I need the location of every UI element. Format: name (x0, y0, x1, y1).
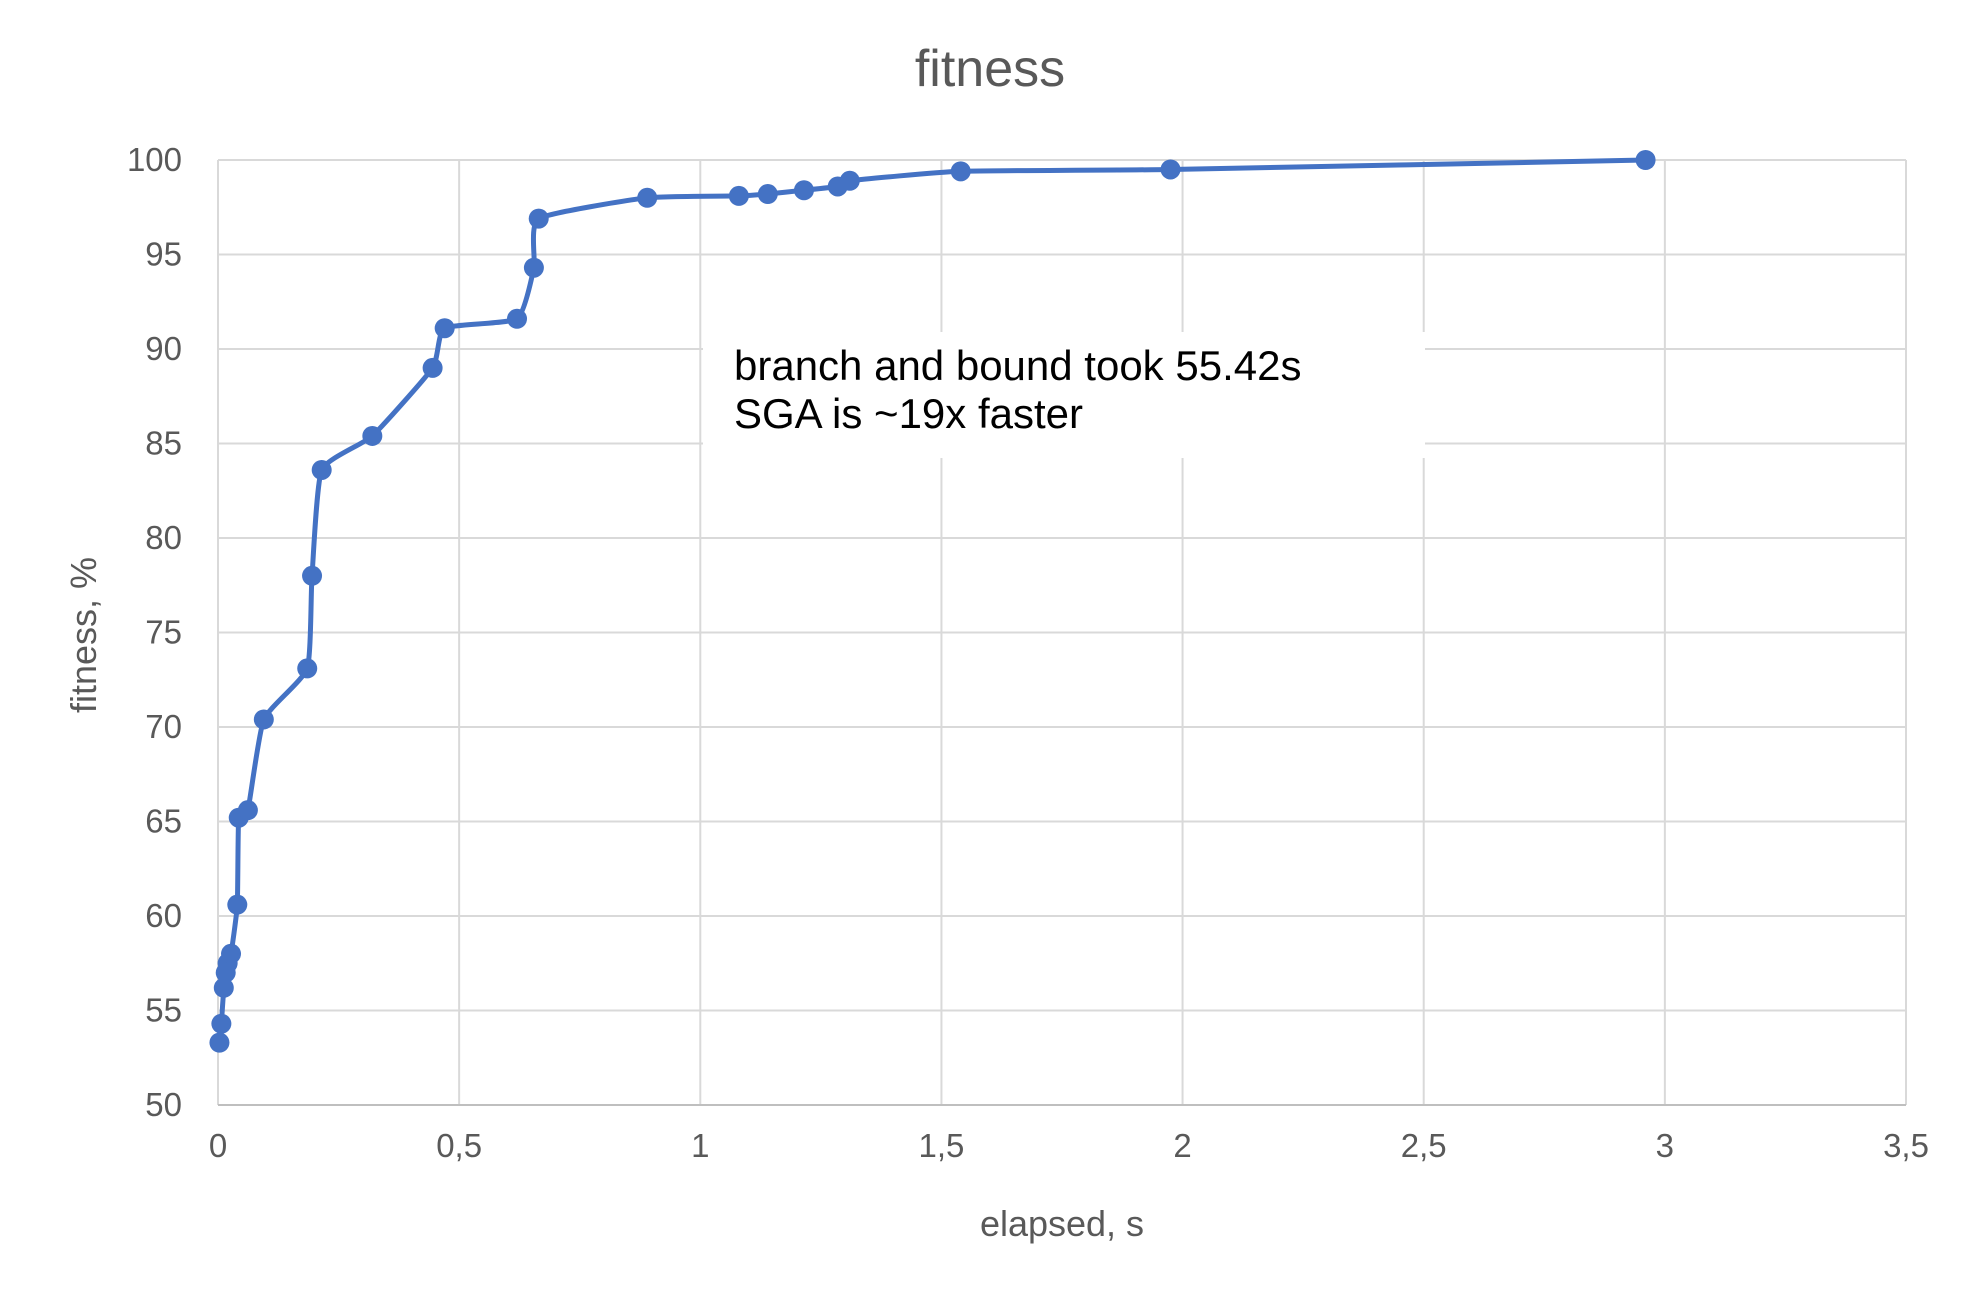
x-tick-label: 3,5 (1883, 1127, 1929, 1164)
y-tick-label: 75 (145, 614, 182, 651)
annotation-box (703, 332, 1425, 458)
data-point (507, 308, 528, 329)
data-point (227, 894, 248, 915)
data-point (297, 658, 318, 679)
series-fitness (209, 150, 1656, 1053)
y-tick-label: 65 (145, 803, 182, 840)
y-tick-label: 90 (145, 330, 182, 367)
chart-title: fitness (915, 40, 1065, 98)
data-point (302, 565, 323, 586)
data-point (793, 180, 814, 201)
data-point (209, 1032, 230, 1053)
y-tick-label: 55 (145, 992, 182, 1029)
x-tick-label: 0 (209, 1127, 227, 1164)
y-tick-label: 100 (127, 141, 182, 178)
y-tick-label: 70 (145, 708, 182, 745)
y-axis-title: fitness, % (63, 557, 104, 713)
data-point (434, 318, 455, 339)
data-point (523, 257, 544, 278)
data-point (1160, 159, 1181, 180)
data-point (839, 170, 860, 191)
x-axis-title: elapsed, s (980, 1203, 1144, 1244)
data-point (213, 977, 234, 998)
data-point (728, 185, 749, 206)
y-tick-label: 50 (145, 1086, 182, 1123)
y-tick-label: 80 (145, 519, 182, 556)
y-tick-label: 85 (145, 425, 182, 462)
data-point (237, 800, 258, 821)
data-point (211, 1013, 232, 1034)
annotation-line-2: SGA is ~19x faster (734, 390, 1083, 437)
annotation-line-1: branch and bound took 55.42s (734, 342, 1301, 389)
x-tick-label: 0,5 (436, 1127, 482, 1164)
x-tick-label: 2,5 (1401, 1127, 1447, 1164)
data-point (757, 184, 778, 205)
x-tick-labels: 0 0,5 1 1,5 2 2,5 3 3,5 (209, 1127, 1929, 1164)
x-tick-label: 1 (691, 1127, 709, 1164)
data-point (221, 943, 242, 964)
data-point (637, 187, 658, 208)
y-tick-label: 95 (145, 236, 182, 273)
data-point (362, 425, 383, 446)
x-tick-label: 3 (1656, 1127, 1674, 1164)
data-point (1635, 150, 1656, 170)
data-point (950, 161, 971, 182)
x-tick-label: 1,5 (918, 1127, 964, 1164)
data-point (422, 357, 443, 378)
y-tick-label: 60 (145, 897, 182, 934)
data-point (253, 709, 274, 730)
x-tick-label: 2 (1173, 1127, 1191, 1164)
y-tick-labels: 50 55 60 65 70 75 80 85 90 95 100 (127, 141, 182, 1123)
data-point (311, 459, 332, 480)
data-point (528, 208, 549, 229)
